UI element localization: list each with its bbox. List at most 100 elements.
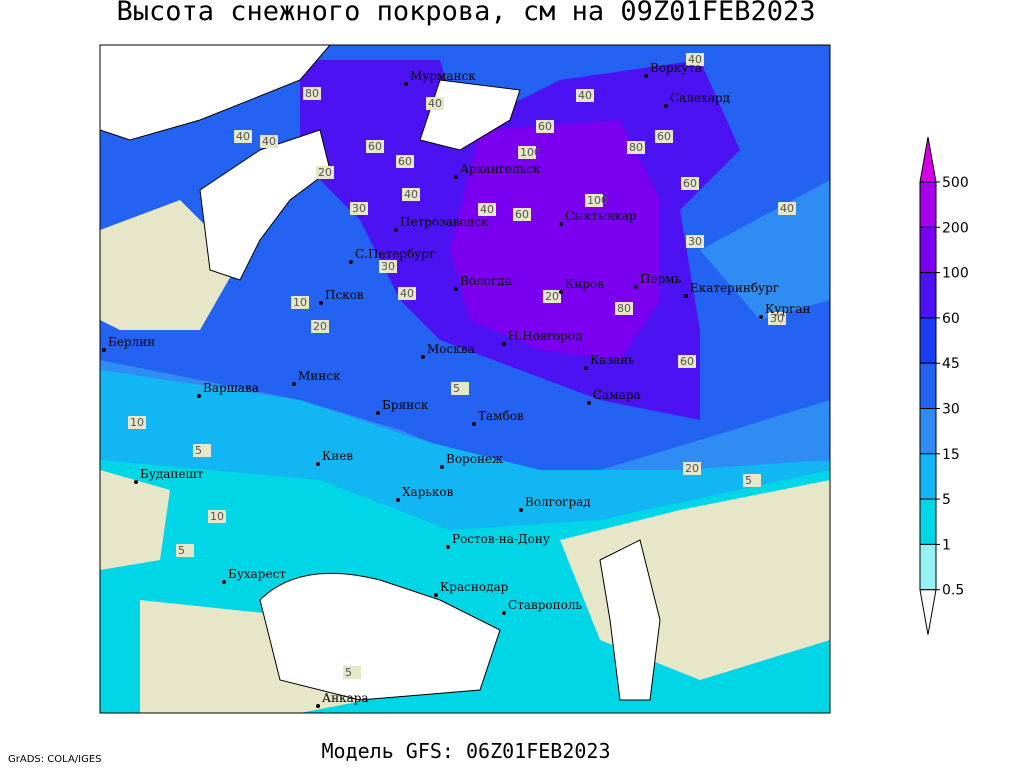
city-label: Казань — [590, 353, 635, 367]
contour-label-box — [518, 146, 536, 159]
legend-band — [919, 543, 937, 591]
city-label: Ставрополь — [508, 598, 582, 612]
city-dot — [421, 355, 425, 359]
legend-label: 30 — [942, 402, 960, 418]
legend-band — [919, 181, 937, 228]
city-dot — [519, 508, 523, 512]
contour-label: 20 — [685, 462, 699, 475]
contour-label: 60 — [680, 355, 694, 368]
contour-label: 5 — [178, 544, 185, 557]
contour-label-box — [379, 260, 397, 273]
city-label: С.Петербург — [355, 247, 435, 261]
city-label: Воронеж — [446, 452, 503, 466]
city-dot — [759, 315, 763, 319]
city-dot — [349, 260, 353, 264]
contour-label: 40 — [780, 202, 794, 215]
contour-label: 5 — [745, 474, 752, 487]
city-dot — [440, 465, 444, 469]
city-label: Пермь — [640, 272, 682, 286]
city-label: Бухарест — [228, 567, 286, 581]
contour-label: 60 — [515, 208, 529, 221]
city-dot — [134, 480, 138, 484]
legend-band — [919, 408, 937, 455]
contour-label: 40 — [428, 97, 442, 110]
contour-label: 60 — [683, 177, 697, 190]
contour-label-box — [128, 416, 146, 429]
contour-label-box — [743, 474, 761, 487]
contour-label: 60 — [538, 120, 552, 133]
contour-label: 40 — [400, 287, 414, 300]
legend-label: 60 — [942, 311, 960, 327]
city-label: Киев — [322, 449, 353, 463]
contour-label: 40 — [404, 188, 418, 201]
city-label: Волгоград — [525, 495, 591, 509]
city-label: Сыктывкар — [565, 209, 637, 223]
city-dot — [446, 545, 450, 549]
contour-label-box — [208, 510, 226, 523]
city-label: Варшава — [203, 381, 259, 395]
city-dot — [454, 175, 458, 179]
contour-label: 5 — [345, 666, 352, 679]
map-frame — [99, 44, 831, 714]
city-dot — [644, 74, 648, 78]
contour-label: 30 — [688, 235, 702, 248]
city-label: Псков — [325, 288, 364, 302]
contour-label: 100 — [520, 146, 541, 159]
city-label: Екатеринбург — [690, 281, 779, 295]
city-dot — [394, 228, 398, 232]
model-label: Модель GFS: 06Z01FEB2023 — [322, 739, 611, 763]
contour-label: 10 — [293, 296, 307, 309]
city-dot — [584, 366, 588, 370]
city-dot — [587, 401, 591, 405]
city-dot — [316, 462, 320, 466]
city-dot — [664, 104, 668, 108]
contour-label: 20 — [318, 166, 332, 179]
contour-label: 30 — [381, 260, 395, 273]
legend-label: 100 — [942, 266, 969, 282]
contour-label: 60 — [398, 155, 412, 168]
city-dot — [316, 704, 320, 708]
city-dot — [454, 287, 458, 291]
contour-label: 40 — [236, 130, 250, 143]
city-dot — [434, 593, 438, 597]
contour-label-box — [778, 202, 796, 215]
contour-label: 5 — [453, 382, 460, 395]
legend-label: 200 — [942, 220, 969, 236]
contour-label: 100 — [587, 194, 608, 207]
contour-label-box — [426, 97, 444, 110]
contour-label-box — [311, 320, 329, 333]
contour-label-box — [681, 177, 699, 190]
city-label: Самара — [593, 388, 641, 402]
title: Высота снежного покрова, см на 09Z01FEB2… — [117, 0, 816, 27]
contour-label-box — [478, 203, 496, 216]
contour-label-box — [576, 89, 594, 102]
city-label: Петрозаводск — [400, 215, 489, 229]
contour-label-box — [234, 130, 252, 143]
contour-label: 60 — [368, 140, 382, 153]
contour-label-box — [543, 290, 561, 303]
city-label: Тамбов — [478, 409, 524, 423]
city-label: Киров — [565, 277, 604, 291]
legend-label: 15 — [942, 447, 960, 463]
city-dot — [376, 411, 380, 415]
contour-label-box — [655, 130, 673, 143]
legend-label: 5 — [942, 492, 951, 508]
city-label: Салехард — [670, 91, 730, 105]
contour-label-box — [176, 544, 194, 557]
city-dot — [396, 498, 400, 502]
contour-label: 5 — [195, 444, 202, 457]
map — [100, 45, 830, 713]
contour-label-box — [350, 202, 368, 215]
contour-label-box — [451, 382, 469, 395]
legend-band — [919, 362, 937, 410]
contour-label: 20 — [313, 320, 327, 333]
contour-label-box — [678, 355, 696, 368]
city-dot — [319, 301, 323, 305]
city-dot — [684, 294, 688, 298]
city-label: Будапешт — [140, 467, 204, 481]
legend-bottom-arrow — [919, 589, 937, 635]
contour-label-box — [627, 141, 645, 154]
contour-label-box — [316, 166, 334, 179]
contour-label: 10 — [130, 416, 144, 429]
